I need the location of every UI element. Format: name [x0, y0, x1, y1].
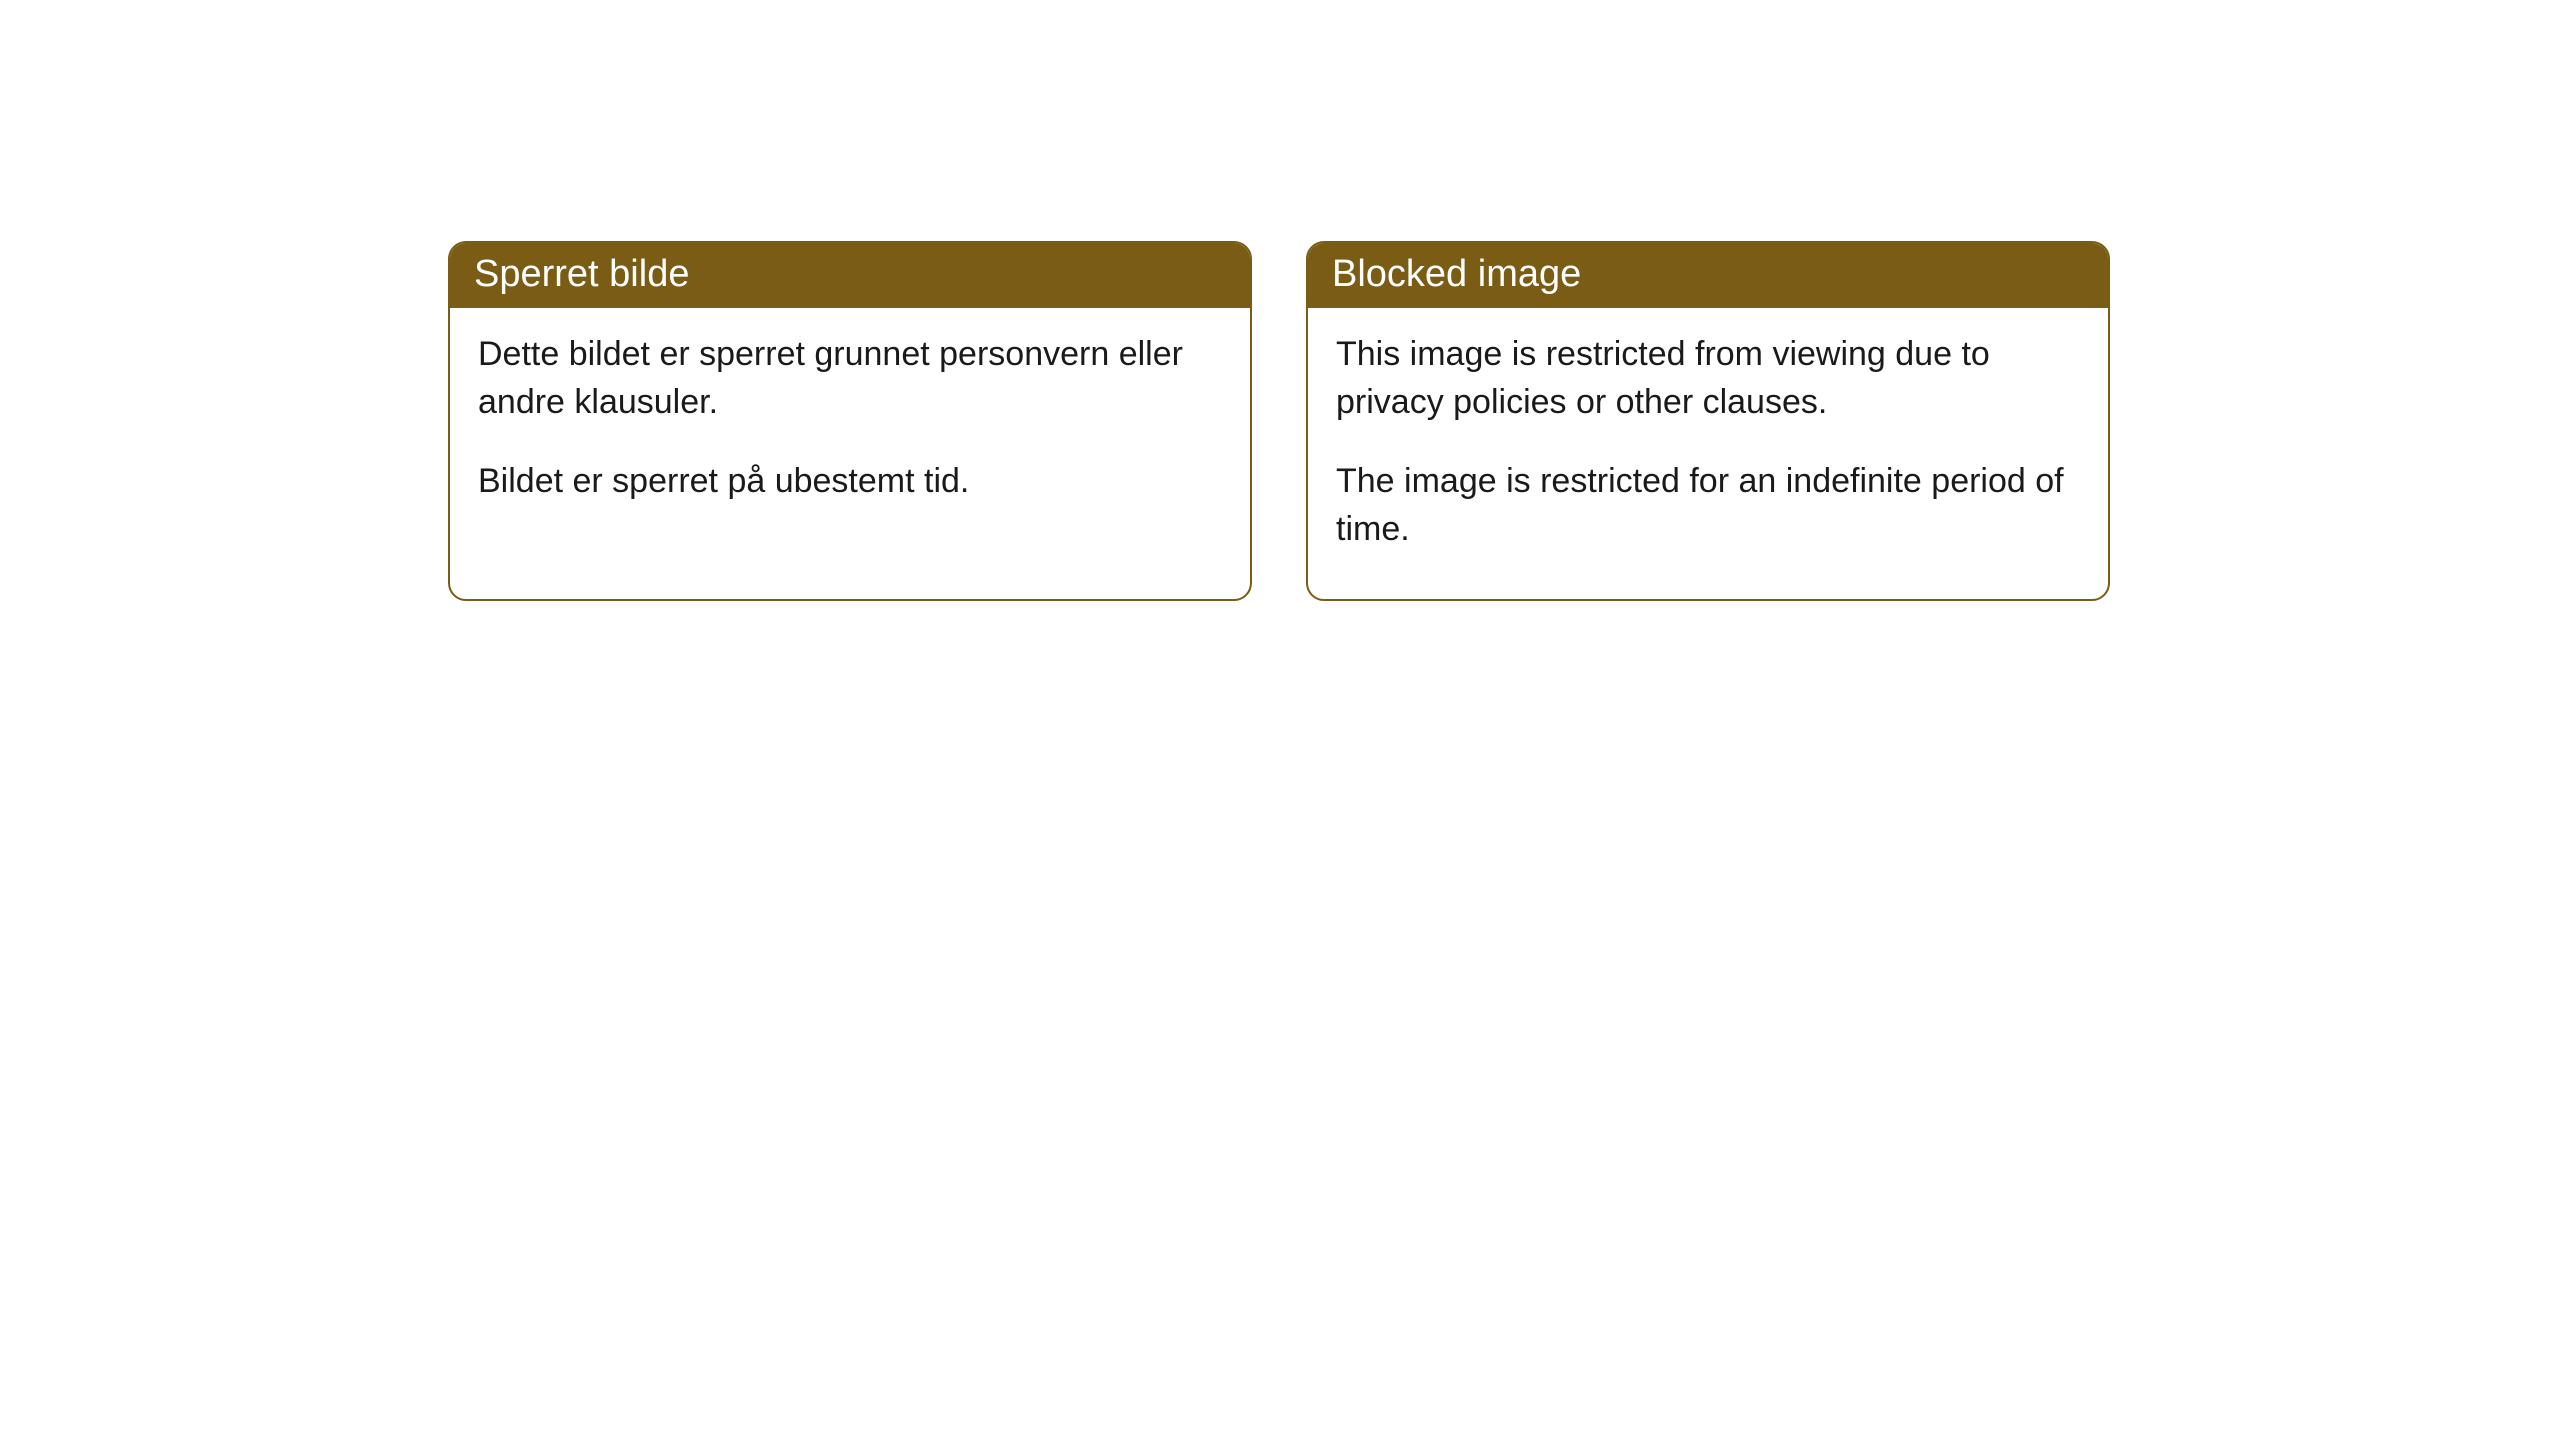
card-paragraph-en-1: This image is restricted from viewing du… [1336, 330, 2080, 427]
card-paragraph-en-2: The image is restricted for an indefinit… [1336, 457, 2080, 554]
card-title-en: Blocked image [1332, 253, 1581, 295]
card-title-no: Sperret bilde [474, 253, 689, 295]
card-header-no: Sperret bilde [450, 243, 1250, 308]
card-body-no: Dette bildet er sperret grunnet personve… [450, 308, 1250, 551]
cards-container: Sperret bilde Dette bildet er sperret gr… [0, 0, 2560, 601]
card-paragraph-no-2: Bildet er sperret på ubestemt tid. [478, 457, 1222, 505]
card-header-en: Blocked image [1308, 243, 2108, 308]
blocked-image-card-en: Blocked image This image is restricted f… [1306, 241, 2110, 601]
card-paragraph-no-1: Dette bildet er sperret grunnet personve… [478, 330, 1222, 427]
blocked-image-card-no: Sperret bilde Dette bildet er sperret gr… [448, 241, 1252, 601]
card-body-en: This image is restricted from viewing du… [1308, 308, 2108, 599]
